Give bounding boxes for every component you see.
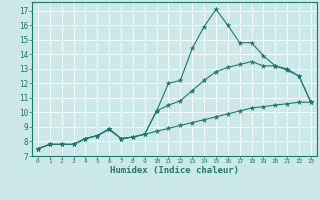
X-axis label: Humidex (Indice chaleur): Humidex (Indice chaleur) — [110, 166, 239, 175]
